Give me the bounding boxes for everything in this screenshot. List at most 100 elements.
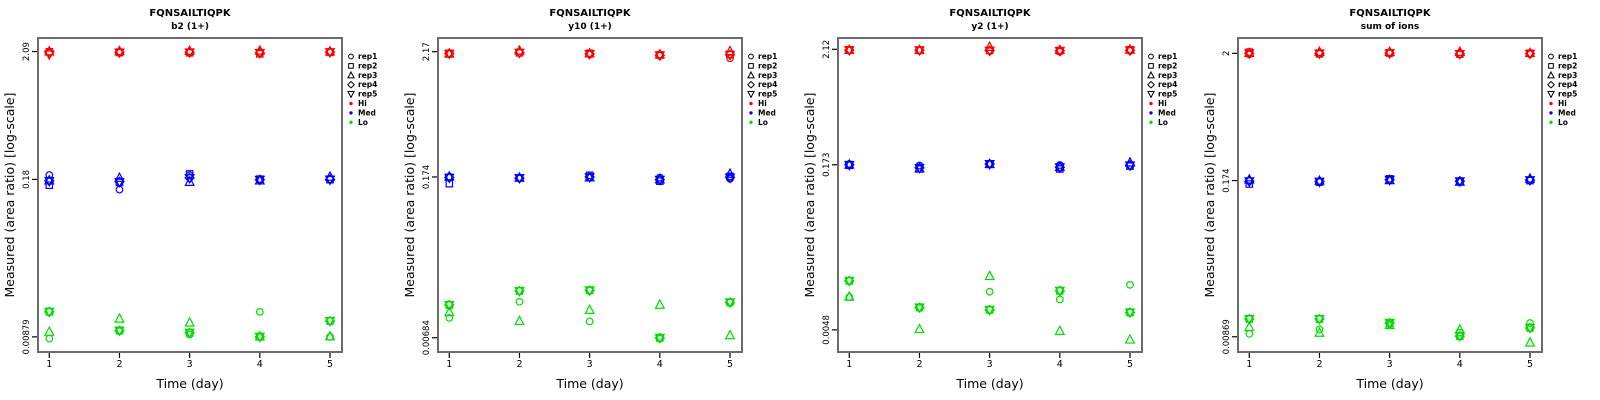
y-axis-label: Measured (area ratio) [log-scale] xyxy=(1202,93,1217,298)
data-point-marker xyxy=(844,160,855,171)
data-point-marker xyxy=(1454,331,1466,342)
data-point-marker xyxy=(1384,175,1395,186)
data-point-marker xyxy=(1124,46,1136,57)
data-point-marker xyxy=(254,332,266,343)
data-point-marker xyxy=(1384,49,1395,60)
data-point-marker xyxy=(914,323,925,334)
data-point-marker xyxy=(985,287,994,296)
legend-group-label: Hi xyxy=(1158,99,1167,108)
legend-rep-label: rep5 xyxy=(1158,90,1177,99)
data-point-marker xyxy=(914,163,925,174)
y-axis-tick-label: 0.00869 xyxy=(1222,319,1232,354)
data-point-marker xyxy=(585,317,594,326)
legend-group-label: Lo xyxy=(358,118,368,127)
x-axis-tick-label: 1 xyxy=(846,359,852,370)
panel-y2: FQNSAILTIQPK y2 (1+) 1 2 3 4 5 Time (day) 2.12 0.… xyxy=(800,0,1200,400)
data-point-marker xyxy=(184,48,195,59)
data-point-marker xyxy=(1244,49,1255,60)
legend-group-label: Hi xyxy=(358,99,367,108)
data-point-marker xyxy=(724,173,736,184)
data-point-marker xyxy=(1244,46,1255,58)
x-axis-tick-label: 4 xyxy=(257,359,263,370)
data-point-marker xyxy=(514,171,525,182)
data-point-marker xyxy=(844,276,855,287)
legend-group-label: Med xyxy=(758,108,776,117)
data-point-marker xyxy=(514,314,525,326)
data-point-marker xyxy=(724,298,736,309)
panel-title: FQNSAILTIQPK xyxy=(549,8,631,19)
data-point-marker xyxy=(584,47,595,58)
panel-svg: FQNSAILTIQPK y2 (1+) 1 2 3 4 5 Time (day) 2.12 0.… xyxy=(802,8,1177,391)
data-point-marker xyxy=(324,330,336,341)
data-point-marker xyxy=(255,307,264,316)
legend-group-swatch xyxy=(349,111,353,115)
legend-group-swatch xyxy=(1149,120,1153,125)
panel-svg: FQNSAILTIQPK b2 (1+) 1 2 3 4 5 Time (day) 2.09 0.… xyxy=(2,8,377,391)
data-point-marker xyxy=(514,173,525,185)
data-point-marker xyxy=(1124,161,1136,172)
legend-rep-label: rep1 xyxy=(758,52,777,61)
data-point-marker xyxy=(254,330,266,341)
x-axis-tick-label: 3 xyxy=(187,359,193,370)
y-axis-tick-label: 0.00879 xyxy=(22,319,32,354)
data-point-marker xyxy=(1524,176,1536,187)
data-point-marker xyxy=(1054,46,1066,57)
data-point-marker xyxy=(1244,177,1255,188)
legend-rep-label: rep2 xyxy=(1558,61,1577,70)
data-point-marker xyxy=(44,325,55,336)
data-point-marker xyxy=(1524,46,1536,58)
data-point-marker xyxy=(514,286,525,297)
x-axis-tick-label: 2 xyxy=(916,359,922,370)
data-point-marker xyxy=(984,46,995,57)
data-point-marker xyxy=(748,63,754,69)
data-point-marker xyxy=(324,175,336,186)
data-point-marker xyxy=(1148,63,1154,69)
legend-group-swatch xyxy=(749,111,753,115)
data-point-marker xyxy=(1124,43,1136,54)
data-point-marker xyxy=(45,334,54,343)
data-point-marker xyxy=(844,45,855,57)
legend-rep-label: rep5 xyxy=(1558,90,1577,99)
data-point-marker xyxy=(444,300,455,311)
data-point-marker xyxy=(654,298,666,309)
x-axis-tick-label: 5 xyxy=(327,359,333,370)
data-point-marker xyxy=(1126,280,1134,289)
data-point-marker xyxy=(1547,80,1555,89)
panel-sum: FQNSAILTIQPK sum of ions 1 2 3 4 5 Time (day) 2 0… xyxy=(1200,0,1600,400)
data-point-marker xyxy=(748,53,754,60)
data-point-marker xyxy=(324,48,336,59)
data-point-marker xyxy=(914,303,925,314)
data-point-marker xyxy=(44,174,55,185)
data-point-marker xyxy=(347,91,355,99)
data-point-marker xyxy=(1244,314,1255,325)
data-point-marker xyxy=(184,316,195,327)
panel-b2: FQNSAILTIQPK b2 (1+) 1 2 3 4 5 Time (day) 2.09 0.… xyxy=(0,0,400,400)
legend-group-swatch xyxy=(349,101,353,106)
data-point-marker xyxy=(324,45,336,56)
y-axis-label: Measured (area ratio) [log-scale] xyxy=(402,93,417,298)
data-point-marker xyxy=(984,40,995,51)
y-axis-tick-label: 2.17 xyxy=(422,42,432,61)
x-axis-tick-label: 1 xyxy=(46,359,52,370)
data-point-marker xyxy=(1124,308,1136,319)
data-point-marker xyxy=(114,326,125,337)
legend-rep-label: rep2 xyxy=(358,61,377,70)
plot-frame xyxy=(437,37,743,353)
x-axis-tick-label: 1 xyxy=(446,359,452,370)
legend-group-swatch xyxy=(749,120,753,125)
plot-frame xyxy=(1237,37,1543,353)
legend-group-swatch xyxy=(1549,111,1553,115)
x-axis-tick-label: 2 xyxy=(116,359,122,370)
data-point-marker xyxy=(984,160,995,171)
data-point-marker xyxy=(45,181,54,190)
x-axis-tick-label: 1 xyxy=(1246,359,1252,370)
data-point-marker xyxy=(1315,325,1324,334)
panel-subtitle: b2 (1+) xyxy=(171,22,209,32)
x-axis-tick-label: 5 xyxy=(727,359,733,370)
data-point-marker xyxy=(654,51,666,62)
data-point-marker xyxy=(584,50,595,61)
legend-rep-label: rep4 xyxy=(358,80,377,89)
y-axis-tick-label: 0.174 xyxy=(422,165,432,189)
data-point-marker xyxy=(654,48,666,59)
panel-y10: FQNSAILTIQPK y10 (1+) 1 2 3 4 5 Time (day) 2.17 0… xyxy=(400,0,800,400)
